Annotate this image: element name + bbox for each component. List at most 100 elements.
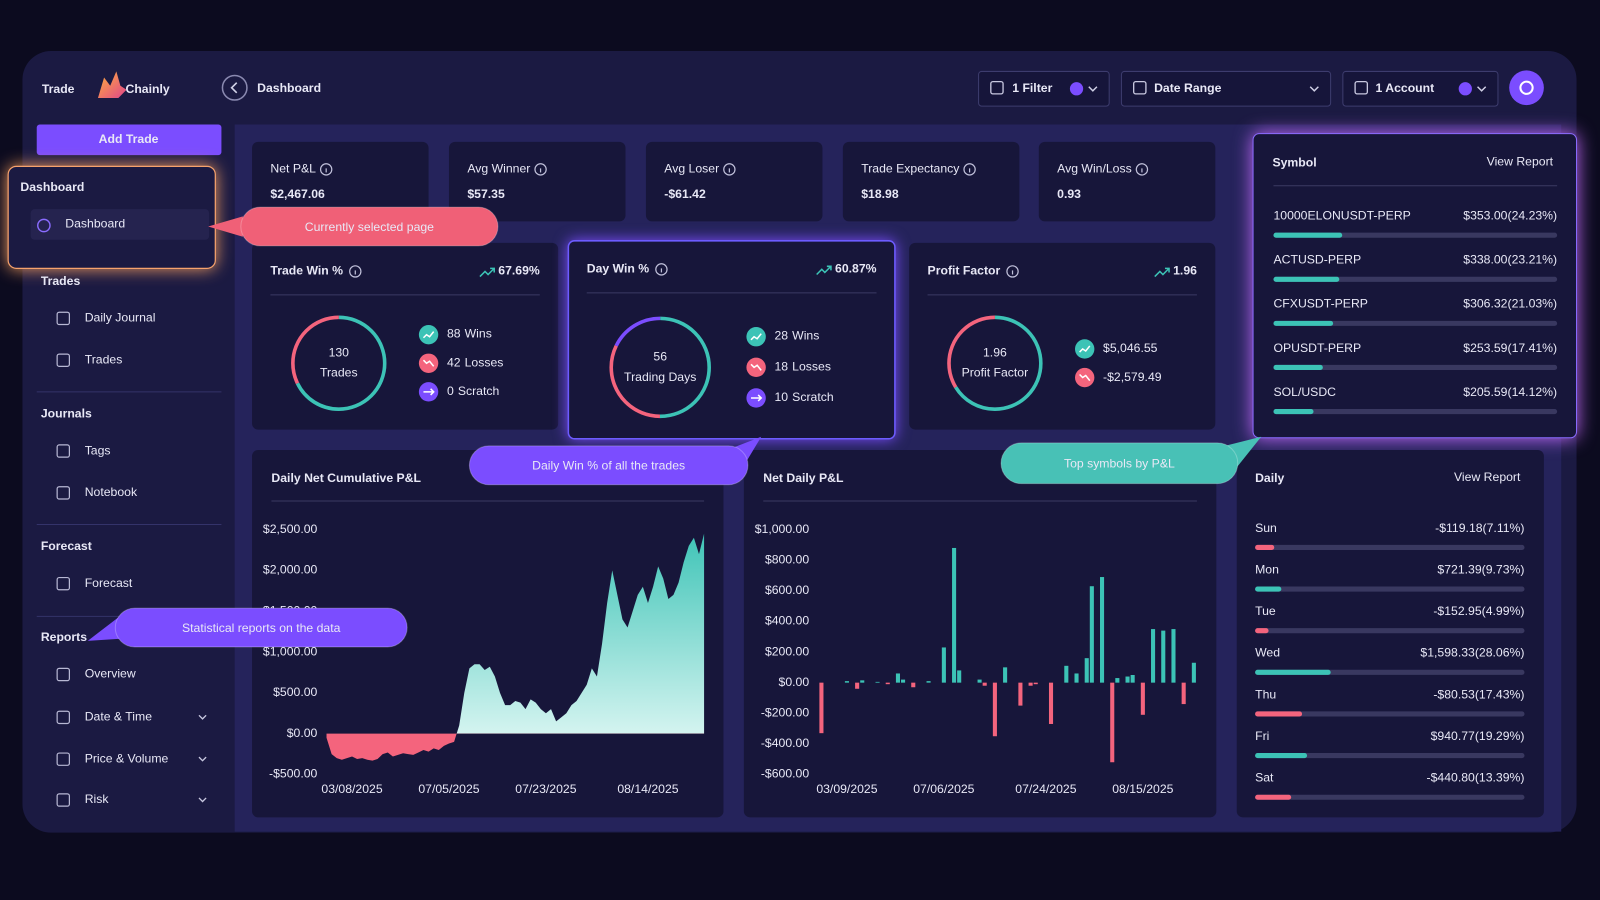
filter-box[interactable] [978, 70, 1110, 107]
nav-item[interactable]: Risk [85, 792, 110, 806]
pnl-bar [992, 682, 997, 737]
stat-value: $2,467.06 [270, 187, 325, 201]
callout-pointer [208, 216, 243, 237]
legend-count: 10 [774, 390, 788, 404]
legend-label: Losses [465, 355, 504, 369]
callout-text: Statistical reports on the data [182, 621, 341, 635]
chart-title: Net Daily P&L [763, 471, 844, 485]
callout-text: Daily Win % of all the trades [532, 459, 685, 473]
nav-icon [56, 353, 70, 367]
stat-label: Avg Loser [664, 162, 719, 176]
daily-value: $1,598.33(28.06%) [1420, 646, 1524, 660]
pnl-bar [1100, 577, 1105, 683]
legend-text: 88 Wins [447, 327, 492, 341]
x-tick-label: 08/14/2025 [617, 782, 678, 796]
nav-chevron [198, 714, 207, 720]
nav-item[interactable]: Daily Journal [85, 311, 156, 325]
info-icon [319, 163, 333, 176]
view-report-link[interactable]: View Report [1487, 154, 1554, 168]
daily-bar-track [1255, 628, 1525, 634]
sidebar-section-title: Forecast [41, 539, 92, 553]
pnl-bar [1074, 673, 1079, 683]
symbols-bar-track [1273, 320, 1558, 326]
settings-button[interactable] [1509, 70, 1544, 106]
filter-box[interactable] [1342, 70, 1499, 107]
legend-text: 42 Losses [447, 355, 503, 369]
symbols-bar [1273, 276, 1340, 282]
legend-label: Scratch [458, 384, 500, 398]
stat-label: Trade Expectancy [861, 162, 960, 176]
y-tick-label: -$600.00 [761, 767, 809, 781]
clear-filter[interactable] [1458, 82, 1472, 96]
brand-left: Trade [42, 82, 75, 96]
ring-segment [609, 316, 711, 419]
trend-icon [479, 267, 495, 278]
legend-icon [1075, 367, 1095, 388]
legend-text: 18 Losses [774, 360, 830, 374]
legend-icon-glyph [751, 394, 763, 402]
trend-icon [1154, 267, 1170, 278]
gauge-center-label: Trading Days [624, 370, 696, 384]
brand-right: Chainly [126, 82, 170, 96]
daily-name: Tue [1255, 604, 1276, 618]
legend-icon [1075, 339, 1095, 359]
y-tick-label: -$500.00 [269, 767, 317, 781]
nav-item[interactable]: Dashboard [65, 217, 125, 231]
symbols-bar-track [1273, 276, 1558, 282]
nav-item[interactable]: Trades [85, 352, 123, 366]
info-icon [655, 263, 668, 276]
symbols-bar [1273, 364, 1323, 370]
x-tick-label: 03/09/2025 [816, 782, 877, 796]
cumulative-area [326, 533, 705, 761]
legend-label: Wins [465, 327, 492, 341]
nav-icon [56, 576, 70, 591]
nav-item[interactable]: Overview [85, 667, 136, 681]
nav-item[interactable]: Tags [85, 443, 111, 457]
trend-icon [816, 265, 832, 276]
nav-item[interactable]: Notebook [85, 485, 138, 499]
stat-card [448, 141, 626, 222]
daily-bar-track [1255, 753, 1525, 759]
legend-text: 10 Scratch [774, 390, 833, 404]
daily-value: -$440.80(13.39%) [1427, 771, 1525, 785]
y-tick-label: -$200.00 [761, 705, 809, 719]
back-button[interactable] [221, 74, 248, 101]
nav-item[interactable]: Forecast [85, 576, 133, 590]
pnl-bar [1171, 629, 1176, 683]
stat-value: 0.93 [1057, 187, 1081, 201]
pnl-bar [1084, 658, 1089, 683]
gauge-center-label: Trades [320, 366, 358, 380]
ring-segment [947, 315, 1043, 411]
pnl-bar [977, 679, 982, 683]
dropdown-chevron [1309, 86, 1319, 92]
add-trade-button[interactable] [36, 124, 222, 156]
pnl-bar [1115, 678, 1120, 683]
stat-card [842, 141, 1020, 222]
y-tick-label: $0.00 [287, 726, 318, 740]
daily-bar [1255, 586, 1282, 592]
daily-name: Sat [1255, 771, 1274, 785]
nav-chevron [198, 756, 207, 762]
symbols-bar-track [1273, 232, 1558, 238]
view-report-link[interactable]: View Report [1454, 470, 1521, 484]
pnl-bar [1181, 682, 1186, 705]
filter-box[interactable] [1120, 70, 1332, 107]
legend-text: $5,046.55 [1103, 341, 1158, 355]
nav-item[interactable]: Price & Volume [85, 751, 169, 765]
legend-icon-glyph [422, 331, 435, 339]
stat-label: Avg Winner [467, 162, 530, 176]
y-tick-label: -$400.00 [761, 736, 809, 750]
legend-icon-glyph [1079, 373, 1091, 382]
legend-icon [418, 353, 439, 373]
pnl-bar [1140, 682, 1145, 715]
pnl-bar [1125, 676, 1130, 683]
nav-icon [56, 444, 70, 458]
nav-item[interactable]: Date & Time [85, 710, 153, 724]
pnl-bar [819, 682, 824, 734]
legend-count: 42 [447, 355, 461, 369]
symbols-bar [1273, 320, 1334, 326]
y-tick-label: $1,000.00 [263, 644, 318, 658]
daily-bar [1255, 544, 1275, 550]
clear-filter[interactable] [1069, 82, 1084, 96]
